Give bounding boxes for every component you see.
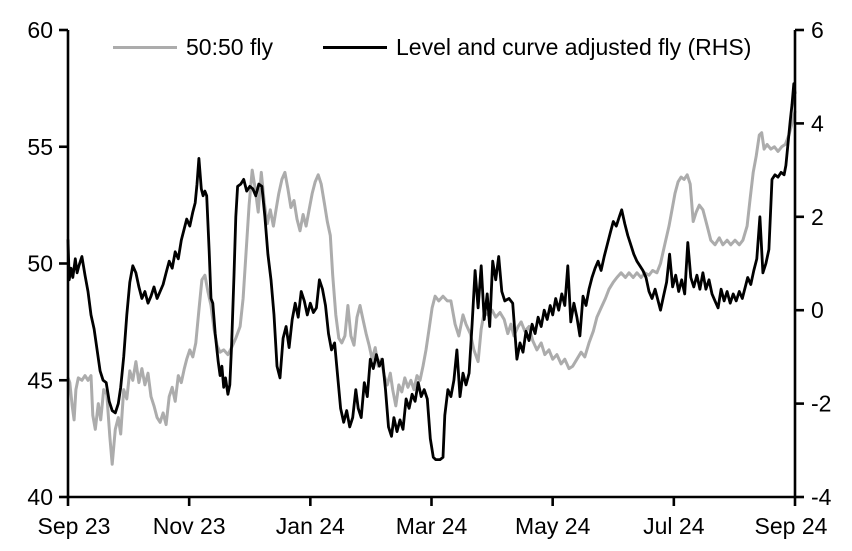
- left-axis-tick-label: 60: [27, 17, 53, 43]
- right-axis-tick-label: 0: [811, 297, 824, 323]
- series-line-gray: [66, 110, 797, 466]
- x-axis-tick-label: May 24: [515, 513, 591, 539]
- left-axis-tick-label: 55: [27, 134, 53, 160]
- series-line-black: [66, 82, 797, 462]
- x-axis-tick-label: Jan 24: [276, 513, 345, 539]
- x-axis-tick-label: Sep 23: [38, 513, 111, 539]
- left-axis-tick-label: 45: [27, 367, 53, 393]
- right-axis-tick-label: -4: [811, 484, 832, 510]
- right-axis-tick-label: 2: [811, 204, 824, 230]
- right-axis-tick-label: -2: [811, 391, 831, 417]
- left-axis-tick-label: 40: [27, 484, 53, 510]
- right-axis-tick-label: 4: [811, 110, 824, 136]
- x-axis-tick-label: Sep 24: [755, 513, 828, 539]
- x-axis-tick-label: Jul 24: [643, 513, 705, 539]
- right-axis-tick-label: 6: [811, 17, 824, 43]
- x-axis-tick-label: Mar 24: [396, 513, 468, 539]
- x-axis-tick-label: Nov 23: [153, 513, 226, 539]
- left-axis-tick-label: 50: [27, 251, 53, 277]
